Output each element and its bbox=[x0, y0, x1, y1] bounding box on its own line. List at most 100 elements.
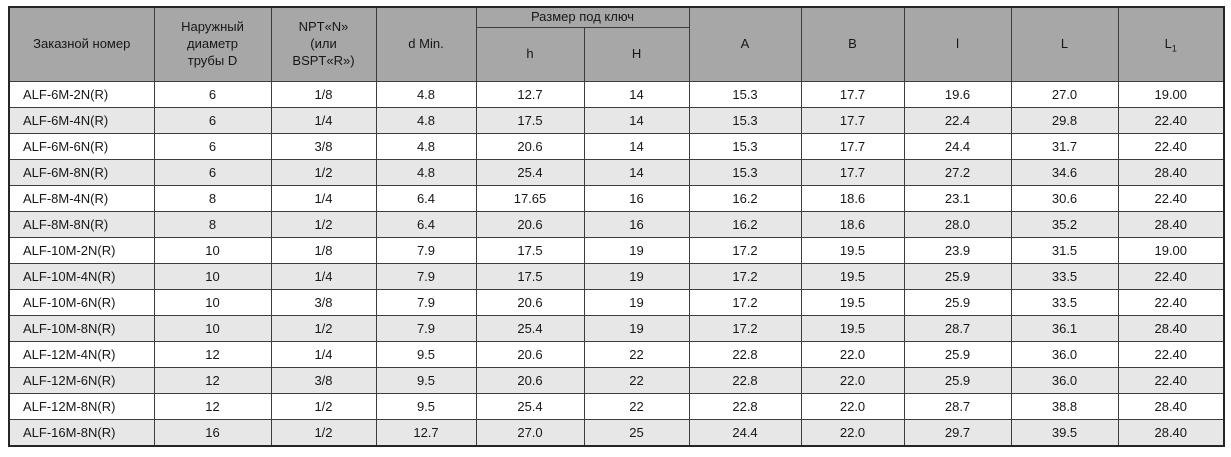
cell-value: 22 bbox=[583, 341, 690, 368]
cell-value: 17.7 bbox=[800, 133, 905, 160]
header-wrench-size-group: Размер под ключ bbox=[475, 6, 690, 28]
cell-value: 3/8 bbox=[270, 289, 377, 316]
cell-value: 22.40 bbox=[1117, 289, 1225, 316]
cell-value: 19 bbox=[583, 289, 690, 316]
table-row: ALF-8M-4N(R) 8 1/4 6.4 17.65 16 16.2 18.6 23.1 30… bbox=[8, 185, 1225, 212]
cell-value: 18.6 bbox=[800, 211, 905, 238]
cell-order-number: ALF-6M-6N(R) bbox=[8, 133, 155, 160]
cell-value: 9.5 bbox=[375, 341, 477, 368]
cell-value: 6 bbox=[153, 133, 272, 160]
cell-value: 1/2 bbox=[270, 159, 377, 186]
header-a: A bbox=[688, 6, 802, 82]
table-row: ALF-10M-6N(R) 10 3/8 7.9 20.6 19 17.2 19.5 25.9 3… bbox=[8, 289, 1225, 316]
cell-value: 10 bbox=[153, 315, 272, 342]
cell-order-number: ALF-6M-8N(R) bbox=[8, 159, 155, 186]
table-header: Заказной номер Наружный диаметр трубы D … bbox=[8, 6, 1225, 82]
cell-value: 1/2 bbox=[270, 315, 377, 342]
cell-value: 19.5 bbox=[800, 315, 905, 342]
cell-value: 15.3 bbox=[688, 107, 802, 134]
cell-value: 3/8 bbox=[270, 133, 377, 160]
cell-value: 28.40 bbox=[1117, 211, 1225, 238]
cell-value: 29.8 bbox=[1010, 107, 1119, 134]
cell-value: 22.8 bbox=[688, 367, 802, 394]
cell-value: 19.00 bbox=[1117, 81, 1225, 108]
cell-value: 24.4 bbox=[688, 419, 802, 446]
cell-order-number: ALF-12M-4N(R) bbox=[8, 341, 155, 368]
cell-value: 28.40 bbox=[1117, 393, 1225, 420]
cell-value: 15.3 bbox=[688, 81, 802, 108]
cell-value: 6.4 bbox=[375, 185, 477, 212]
cell-value: 7.9 bbox=[375, 263, 477, 290]
cell-value: 33.5 bbox=[1010, 289, 1119, 316]
cell-value: 36.0 bbox=[1010, 367, 1119, 394]
cell-value: 17.5 bbox=[475, 237, 585, 264]
cell-value: 36.1 bbox=[1010, 315, 1119, 342]
cell-value: 12.7 bbox=[475, 81, 585, 108]
cell-value: 6.4 bbox=[375, 211, 477, 238]
cell-value: 1/4 bbox=[270, 263, 377, 290]
cell-value: 17.5 bbox=[475, 263, 585, 290]
cell-value: 4.8 bbox=[375, 107, 477, 134]
cell-value: 25.9 bbox=[903, 263, 1012, 290]
cell-value: 39.5 bbox=[1010, 419, 1119, 446]
cell-value: 22.4 bbox=[903, 107, 1012, 134]
cell-value: 31.7 bbox=[1010, 133, 1119, 160]
table-row: ALF-12M-6N(R) 12 3/8 9.5 20.6 22 22.8 22.0 25.9 3… bbox=[8, 367, 1225, 394]
header-l1-subscript: 1 bbox=[1171, 43, 1177, 54]
cell-value: 7.9 bbox=[375, 315, 477, 342]
cell-value: 1/8 bbox=[270, 237, 377, 264]
cell-value: 22.0 bbox=[800, 341, 905, 368]
cell-value: 7.9 bbox=[375, 289, 477, 316]
header-outer-diameter: Наружный диаметр трубы D bbox=[153, 6, 272, 82]
cell-value: 28.40 bbox=[1117, 315, 1225, 342]
cell-value: 28.0 bbox=[903, 211, 1012, 238]
cell-value: 19 bbox=[583, 263, 690, 290]
cell-value: 23.9 bbox=[903, 237, 1012, 264]
cell-order-number: ALF-12M-6N(R) bbox=[8, 367, 155, 394]
table-row: ALF-6M-6N(R) 6 3/8 4.8 20.6 14 15.3 17.7 24.4 31.… bbox=[8, 133, 1225, 160]
header-l1-base: L bbox=[1164, 36, 1172, 52]
table-row: ALF-6M-4N(R) 6 1/4 4.8 17.5 14 15.3 17.7 22.4 29.… bbox=[8, 107, 1225, 134]
cell-value: 20.6 bbox=[475, 133, 585, 160]
cell-value: 1/2 bbox=[270, 393, 377, 420]
cell-value: 25 bbox=[583, 419, 690, 446]
cell-value: 7.9 bbox=[375, 237, 477, 264]
cell-value: 20.6 bbox=[475, 211, 585, 238]
cell-order-number: ALF-10M-6N(R) bbox=[8, 289, 155, 316]
cell-value: 25.9 bbox=[903, 289, 1012, 316]
cell-value: 12 bbox=[153, 367, 272, 394]
cell-value: 17.2 bbox=[688, 263, 802, 290]
cell-value: 1/4 bbox=[270, 107, 377, 134]
cell-value: 8 bbox=[153, 185, 272, 212]
header-l1: L1 bbox=[1117, 6, 1225, 82]
cell-value: 17.2 bbox=[688, 315, 802, 342]
cell-value: 17.7 bbox=[800, 159, 905, 186]
cell-value: 19.6 bbox=[903, 81, 1012, 108]
cell-value: 9.5 bbox=[375, 393, 477, 420]
cell-value: 18.6 bbox=[800, 185, 905, 212]
table-row: ALF-10M-8N(R) 10 1/2 7.9 25.4 19 17.2 19.5 28.7 3… bbox=[8, 315, 1225, 342]
cell-value: 27.0 bbox=[475, 419, 585, 446]
cell-value: 28.7 bbox=[903, 393, 1012, 420]
cell-order-number: ALF-8M-8N(R) bbox=[8, 211, 155, 238]
cell-value: 31.5 bbox=[1010, 237, 1119, 264]
cell-order-number: ALF-10M-4N(R) bbox=[8, 263, 155, 290]
cell-value: 19 bbox=[583, 237, 690, 264]
cell-value: 38.8 bbox=[1010, 393, 1119, 420]
cell-value: 4.8 bbox=[375, 81, 477, 108]
cell-value: 22.40 bbox=[1117, 367, 1225, 394]
cell-value: 1/2 bbox=[270, 419, 377, 446]
cell-value: 19.5 bbox=[800, 289, 905, 316]
cell-value: 10 bbox=[153, 237, 272, 264]
header-l-lowercase: l bbox=[903, 6, 1012, 82]
cell-value: 14 bbox=[583, 107, 690, 134]
cell-value: 22 bbox=[583, 393, 690, 420]
cell-order-number: ALF-8M-4N(R) bbox=[8, 185, 155, 212]
cell-value: 25.4 bbox=[475, 159, 585, 186]
cell-value: 30.6 bbox=[1010, 185, 1119, 212]
table-row: ALF-10M-2N(R) 10 1/8 7.9 17.5 19 17.2 19.5 23.9 3… bbox=[8, 237, 1225, 264]
cell-value: 14 bbox=[583, 159, 690, 186]
cell-value: 6 bbox=[153, 81, 272, 108]
cell-value: 12 bbox=[153, 393, 272, 420]
cell-value: 14 bbox=[583, 133, 690, 160]
